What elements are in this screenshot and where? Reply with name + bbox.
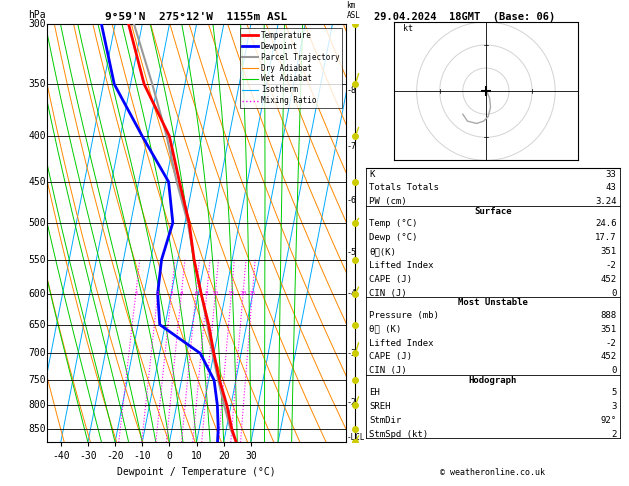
Text: 15: 15 xyxy=(228,291,235,296)
Text: 500: 500 xyxy=(28,218,46,228)
Text: 3: 3 xyxy=(169,291,173,296)
Text: 888: 888 xyxy=(600,311,616,320)
Text: 452: 452 xyxy=(600,352,616,362)
Text: 1: 1 xyxy=(134,291,138,296)
Text: 6: 6 xyxy=(194,291,198,296)
Text: Pressure (mb): Pressure (mb) xyxy=(369,311,439,320)
Text: -LCL: -LCL xyxy=(347,434,365,442)
Title: 9°59'N  275°12'W  1155m ASL: 9°59'N 275°12'W 1155m ASL xyxy=(106,12,287,22)
Text: 452: 452 xyxy=(600,275,616,284)
Text: 450: 450 xyxy=(28,177,46,187)
Text: Temp (°C): Temp (°C) xyxy=(369,220,418,228)
Text: StmSpd (kt): StmSpd (kt) xyxy=(369,430,428,439)
Text: CIN (J): CIN (J) xyxy=(369,289,407,298)
Text: SREH: SREH xyxy=(369,402,391,411)
Text: K: K xyxy=(369,170,375,179)
Text: PW (cm): PW (cm) xyxy=(369,197,407,207)
Text: -7: -7 xyxy=(347,142,357,151)
Text: 8: 8 xyxy=(205,291,209,296)
Text: 400: 400 xyxy=(28,131,46,141)
Text: 3: 3 xyxy=(611,402,616,411)
Text: Hodograph: Hodograph xyxy=(469,376,517,384)
Text: EH: EH xyxy=(369,388,380,398)
Legend: Temperature, Dewpoint, Parcel Trajectory, Dry Adiabat, Wet Adiabat, Isotherm, Mi: Temperature, Dewpoint, Parcel Trajectory… xyxy=(240,28,342,108)
Text: 24.6: 24.6 xyxy=(595,220,616,228)
Text: -6: -6 xyxy=(347,196,357,205)
Text: Lifted Index: Lifted Index xyxy=(369,261,434,270)
Text: CAPE (J): CAPE (J) xyxy=(369,352,412,362)
Text: km
ASL: km ASL xyxy=(347,1,360,20)
Text: 650: 650 xyxy=(28,320,46,330)
Text: 29.04.2024  18GMT  (Base: 06): 29.04.2024 18GMT (Base: 06) xyxy=(374,12,555,22)
Text: -4: -4 xyxy=(347,289,357,298)
Text: 0: 0 xyxy=(611,366,616,375)
Text: CIN (J): CIN (J) xyxy=(369,366,407,375)
Text: 17.7: 17.7 xyxy=(595,233,616,243)
Text: © weatheronline.co.uk: © weatheronline.co.uk xyxy=(440,468,545,477)
Text: Surface: Surface xyxy=(474,207,511,216)
Text: 2: 2 xyxy=(611,430,616,439)
Text: 43: 43 xyxy=(606,183,616,192)
Text: Dewp (°C): Dewp (°C) xyxy=(369,233,418,243)
Text: Most Unstable: Most Unstable xyxy=(458,298,528,307)
X-axis label: Dewpoint / Temperature (°C): Dewpoint / Temperature (°C) xyxy=(117,467,276,477)
Text: 0: 0 xyxy=(611,289,616,298)
Text: θᴄ (K): θᴄ (K) xyxy=(369,325,401,334)
Text: 20: 20 xyxy=(239,291,247,296)
Text: 4: 4 xyxy=(179,291,183,296)
Text: 25: 25 xyxy=(248,291,256,296)
Text: 300: 300 xyxy=(28,19,46,29)
Text: 351: 351 xyxy=(600,247,616,256)
Text: 550: 550 xyxy=(28,255,46,265)
Text: 850: 850 xyxy=(28,424,46,434)
Text: -5: -5 xyxy=(347,248,357,257)
Text: 750: 750 xyxy=(28,375,46,385)
Text: 351: 351 xyxy=(600,325,616,334)
Text: Totals Totals: Totals Totals xyxy=(369,183,439,192)
Text: 5: 5 xyxy=(611,388,616,398)
Text: 33: 33 xyxy=(606,170,616,179)
Text: 600: 600 xyxy=(28,289,46,298)
Text: -3: -3 xyxy=(347,349,357,359)
Text: 350: 350 xyxy=(28,79,46,89)
Text: hPa: hPa xyxy=(28,10,46,20)
Text: -2: -2 xyxy=(347,399,357,407)
Text: 2: 2 xyxy=(156,291,160,296)
Text: CAPE (J): CAPE (J) xyxy=(369,275,412,284)
Text: θᴄ(K): θᴄ(K) xyxy=(369,247,396,256)
Text: StmDir: StmDir xyxy=(369,416,401,425)
Text: -2: -2 xyxy=(606,339,616,347)
Text: 800: 800 xyxy=(28,400,46,410)
Text: 3.24: 3.24 xyxy=(595,197,616,207)
Text: Lifted Index: Lifted Index xyxy=(369,339,434,347)
Text: 92°: 92° xyxy=(600,416,616,425)
Text: kt: kt xyxy=(403,24,413,33)
Text: -2: -2 xyxy=(606,261,616,270)
Text: -8: -8 xyxy=(347,87,357,95)
Text: 10: 10 xyxy=(211,291,219,296)
Text: 700: 700 xyxy=(28,348,46,358)
